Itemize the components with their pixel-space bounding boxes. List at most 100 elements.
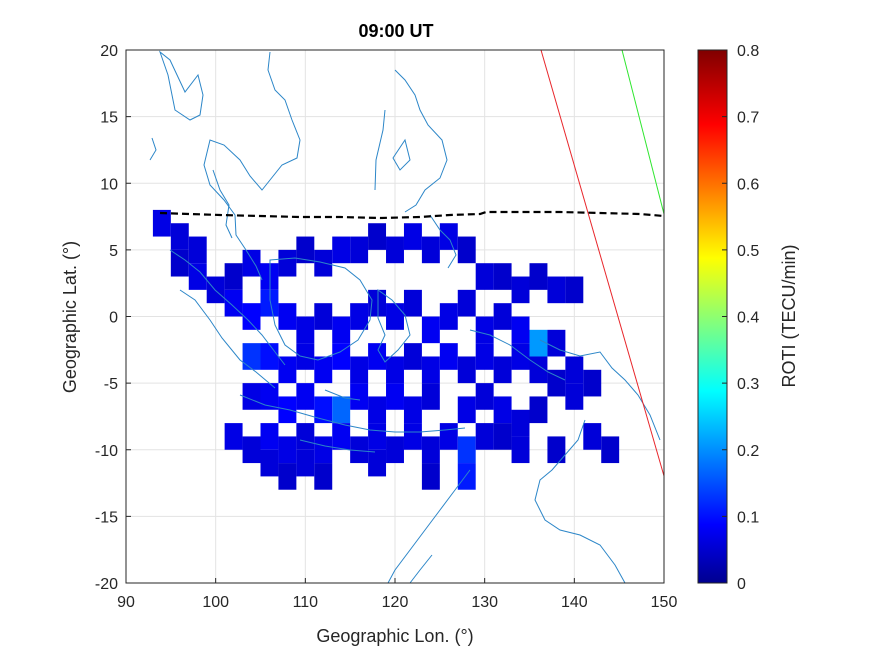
roti-cell [421, 236, 440, 264]
roti-cell [511, 409, 530, 437]
roti-cell [224, 423, 243, 450]
roti-cell [457, 356, 476, 384]
roti-cell [170, 249, 189, 277]
roti-cell [421, 356, 440, 384]
roti-cell [529, 263, 548, 290]
roti-cell [368, 423, 387, 450]
roti-cell [565, 383, 584, 410]
green-line [621, 49, 665, 215]
roti-cell [421, 463, 440, 490]
roti-cell [475, 423, 494, 450]
y-axis: 20 15 10 5 0 -5 -10 -15 -20 [95, 43, 131, 593]
magnetic-equator-line [159, 210, 665, 220]
roti-cell [242, 303, 261, 330]
roti-cell [332, 343, 351, 370]
chart-title: 09:00 UT [358, 21, 433, 41]
coastlines [149, 50, 661, 584]
roti-cell [457, 236, 476, 264]
x-tick-label: 130 [471, 594, 498, 611]
y-tick-label: -5 [104, 376, 118, 393]
roti-cell [224, 263, 243, 290]
colorbar-tick-label: 0.3 [737, 376, 759, 393]
roti-cell [529, 396, 548, 424]
colorbar-tick-label: 0.7 [737, 110, 759, 127]
x-axis-label: Geographic Lon. (°) [316, 626, 473, 646]
roti-cell [368, 449, 387, 477]
roti-cell [260, 423, 279, 450]
roti-cell [350, 436, 369, 464]
roti-cell [242, 343, 261, 370]
roti-cell [296, 343, 315, 370]
roti-cell [565, 356, 584, 384]
roti-cell [421, 436, 440, 464]
roti-cell [403, 423, 422, 450]
roti-cell [511, 436, 530, 464]
roti-cell [314, 356, 333, 384]
roti-cell [493, 423, 512, 450]
roti-cell [368, 289, 387, 317]
x-tick-label: 150 [651, 594, 678, 611]
roti-cell [296, 449, 315, 477]
roti-cell [386, 383, 404, 410]
roti-cell [314, 396, 333, 424]
roti-cell [350, 383, 369, 410]
y-tick-label: 5 [109, 243, 118, 260]
roti-cell [260, 289, 279, 317]
roti-cell [278, 303, 297, 330]
roti-cell [170, 223, 189, 250]
plot-area [125, 49, 665, 584]
y-tick-label: 15 [100, 110, 118, 127]
roti-cell [547, 369, 566, 397]
roti-cell [350, 236, 369, 264]
colorbar-tick-label: 0.6 [737, 176, 759, 193]
x-tick-label: 120 [382, 594, 409, 611]
roti-cell [314, 436, 333, 464]
y-axis-label: Geographic Lat. (°) [60, 241, 80, 393]
colorbar-tick-label: 0.4 [737, 310, 759, 327]
roti-cell [457, 463, 476, 490]
roti-cell [260, 383, 279, 410]
colorbar-label: ROTI (TECU/min) [779, 245, 799, 388]
roti-cells [152, 209, 620, 490]
colorbar-tick-label: 0.2 [737, 443, 759, 460]
roti-cell [421, 316, 440, 344]
roti-cell [601, 436, 620, 464]
x-tick-label: 100 [202, 594, 229, 611]
y-tick-label: -10 [95, 443, 118, 460]
roti-cell [296, 423, 315, 450]
roti-cell [403, 343, 422, 370]
roti-cell [386, 236, 404, 264]
roti-cell [368, 223, 387, 250]
red-line [540, 49, 665, 477]
colorbar: 0.8 0.7 0.6 0.5 0.4 0.3 0.2 0.1 0 ROTI (TECU/min… [697, 43, 799, 593]
y-tick-label: 10 [100, 176, 118, 193]
roti-cell [314, 303, 333, 330]
roti-cell [439, 303, 458, 330]
roti-cell [421, 383, 440, 410]
colorbar-tick-label: 0.8 [737, 43, 759, 60]
roti-cell [260, 343, 279, 370]
roti-cell [386, 303, 404, 330]
roti-cell [386, 356, 404, 384]
roti-cell [296, 236, 315, 264]
roti-cell [475, 383, 494, 410]
roti-cell [511, 343, 530, 370]
roti-cell [475, 343, 494, 370]
roti-cell [511, 276, 530, 304]
roti-cell [296, 316, 315, 344]
roti-cell [332, 316, 351, 344]
roti-cell [188, 263, 207, 290]
roti-cell [529, 329, 548, 357]
roti-cell [493, 263, 512, 290]
roti-cell [278, 463, 297, 490]
x-tick-label: 140 [561, 594, 588, 611]
y-tick-label: 20 [100, 43, 118, 60]
roti-cell [475, 263, 494, 290]
roti-cell [332, 423, 351, 450]
x-tick-label: 110 [293, 594, 319, 611]
roti-cell [332, 396, 351, 424]
y-tick-label: -20 [95, 576, 118, 593]
roti-cell [206, 276, 225, 304]
roti-cell [278, 436, 297, 464]
